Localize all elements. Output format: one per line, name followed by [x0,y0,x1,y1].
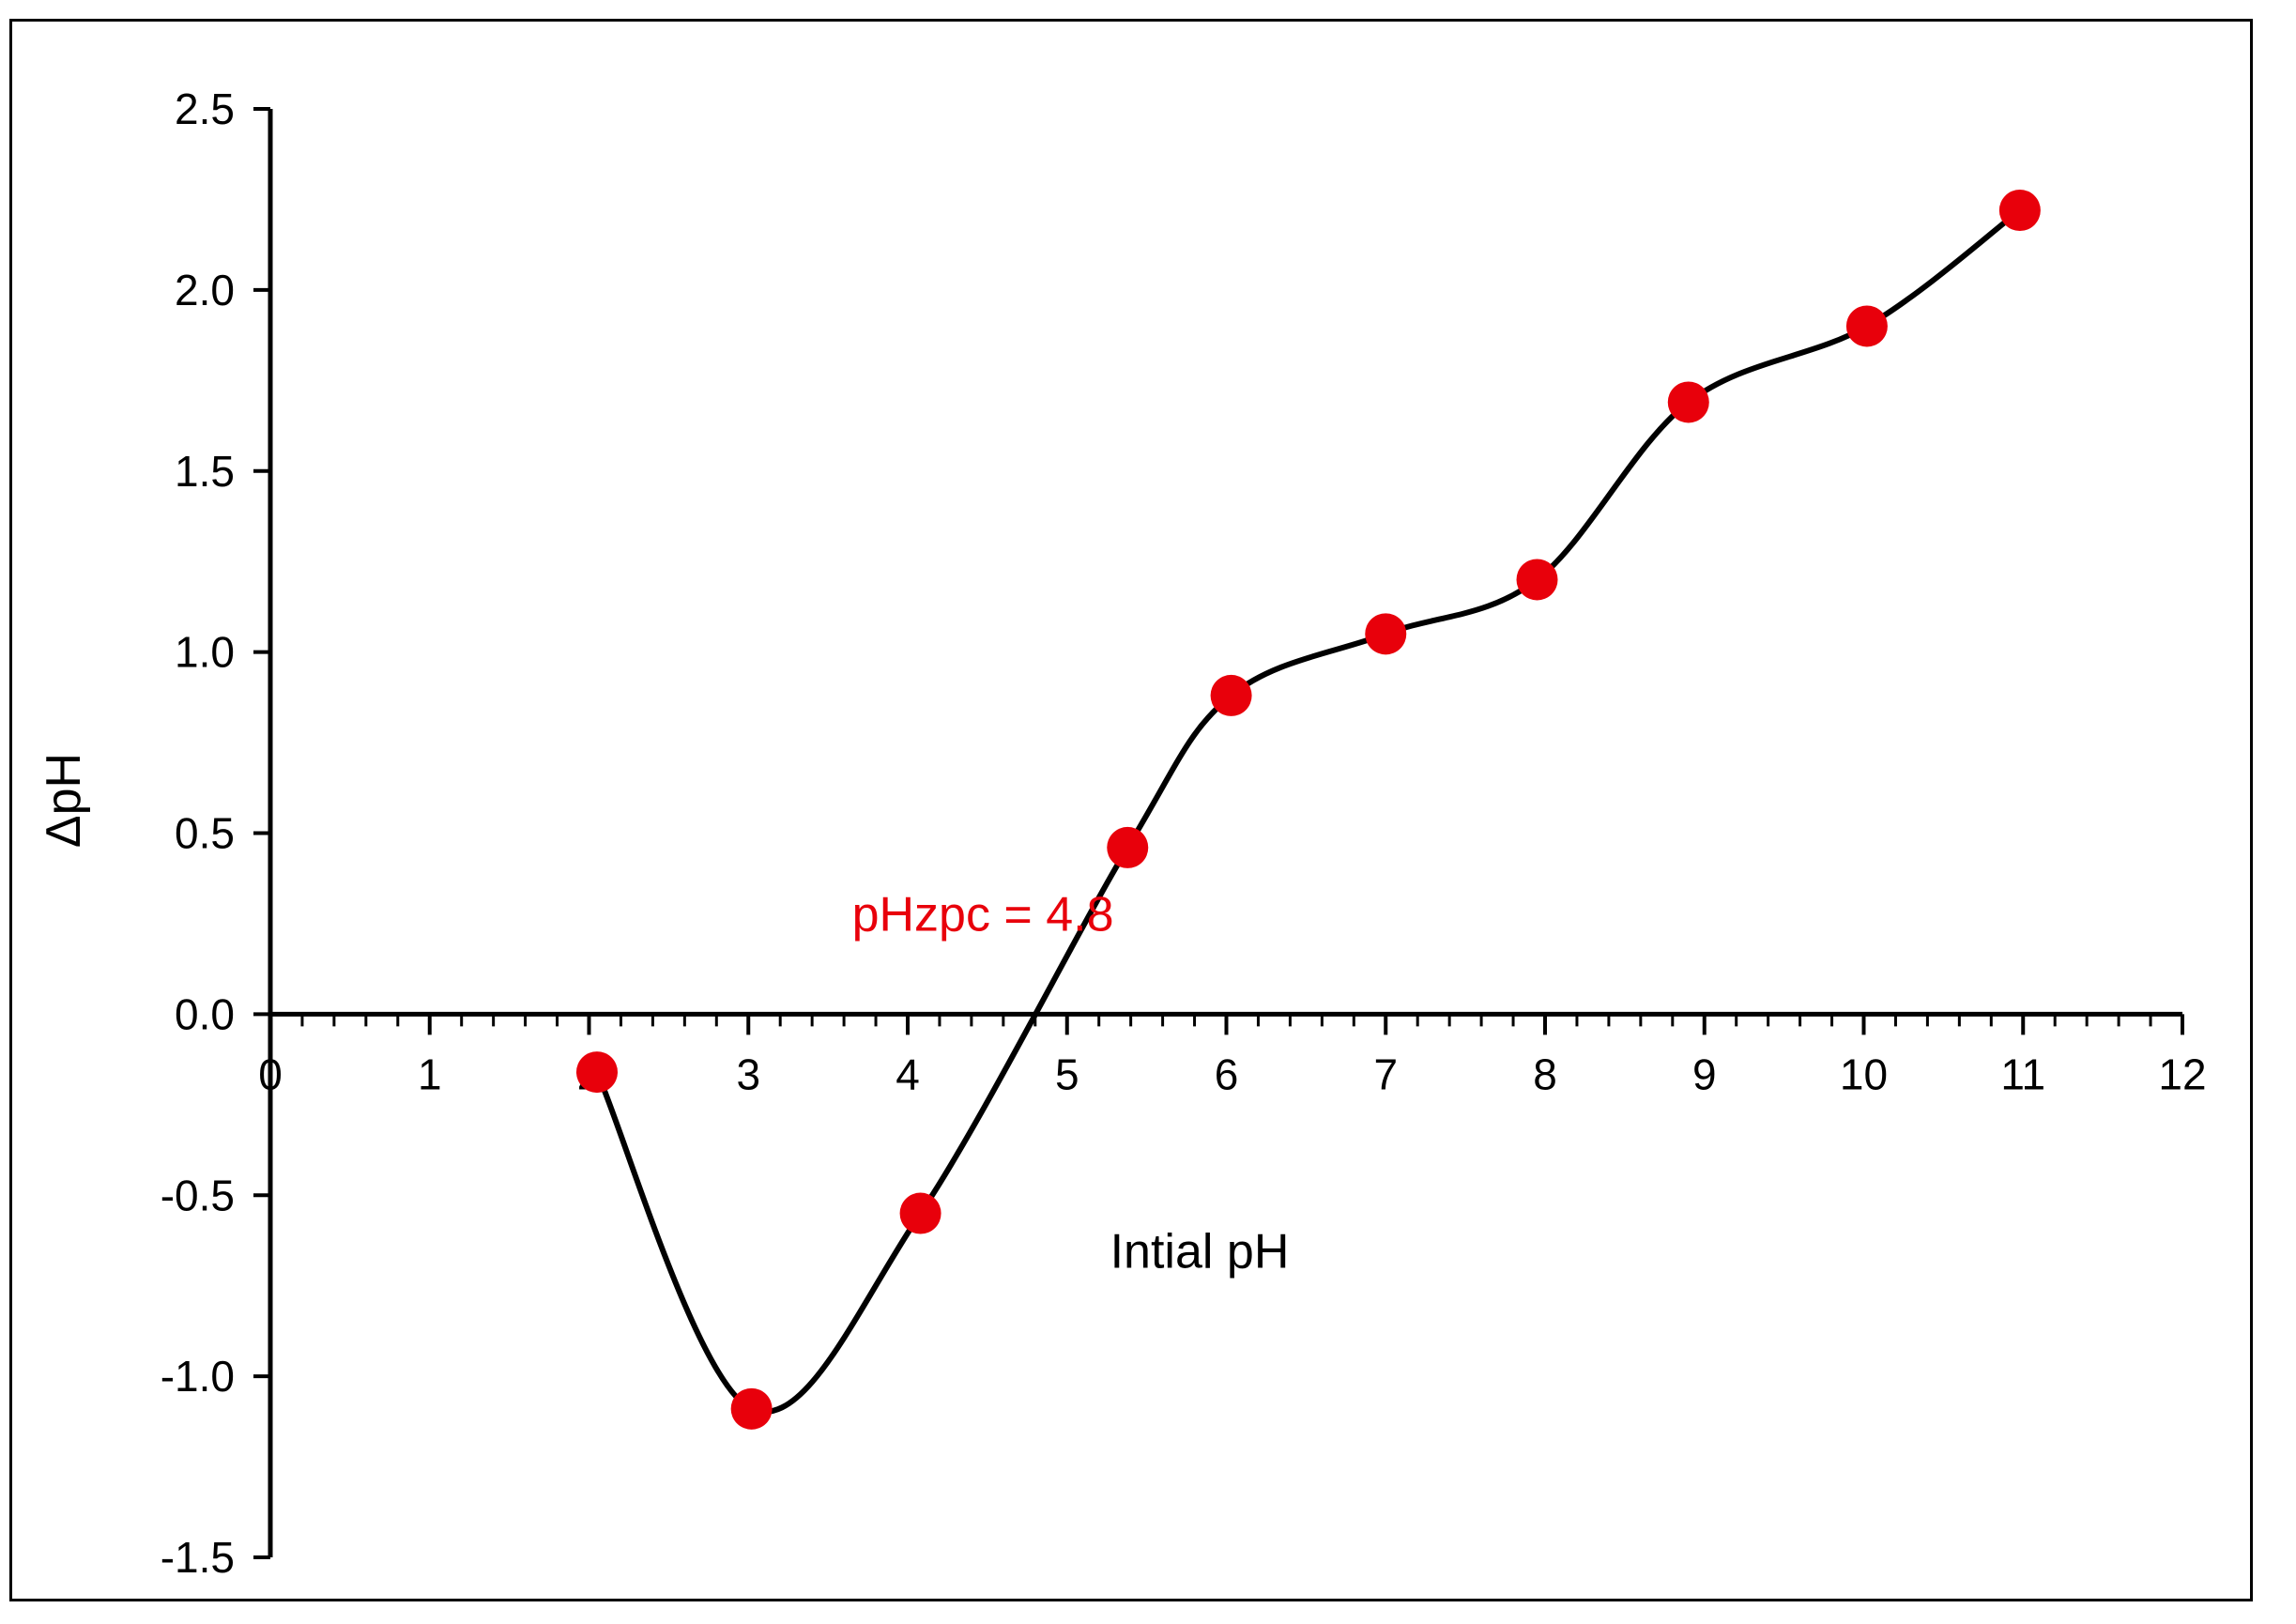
data-point [899,1192,941,1234]
smoothed-curve [594,207,2022,1415]
y-tick-label: 0.5 [175,809,235,858]
y-tick-label: -1.0 [161,1352,235,1401]
y-tick-label: 2.0 [175,266,235,314]
data-point [1210,674,1252,716]
y-tick-label: 1.0 [175,628,235,677]
x-tick-label: 0 [258,1049,283,1098]
x-tick-label: 5 [1055,1049,1079,1098]
x-tick-label: 4 [895,1049,920,1098]
x-axis-ticks: 0123456789101112 [258,1014,2207,1098]
pzc-annotation: pHzpc = 4.8 [852,888,1114,942]
chart-frame: 2.5 2.0 1.5 1.0 0.5 0.0 -0.5 -1.0 -1.5 0 12 3 4 5 6 7 8… [9,19,2253,1601]
data-point [1667,381,1709,423]
chart-svg: 2.5 2.0 1.5 1.0 0.5 0.0 -0.5 -1.0 -1.5 0 12 3 4 5 6 7 8… [37,84,2207,1582]
y-tick-label: 1.5 [175,447,235,496]
x-tick-label: 6 [1215,1049,1239,1098]
y-axis-ticks: 2.5 2.0 1.5 1.0 0.5 0.0 -0.5 -1.0 -1.5 [161,84,270,1582]
x-tick-label: 12 [2158,1049,2206,1098]
data-point [1365,613,1407,655]
x-tick-label: 3 [736,1049,760,1098]
x-axis-title: Intial pH [1110,1224,1290,1279]
y-tick-label: -1.5 [161,1533,235,1582]
x-tick-label: 1 [418,1049,442,1098]
y-axis-title: ΔpH [37,753,91,848]
data-point [575,1051,618,1094]
y-tick-label: 0.0 [175,989,235,1038]
data-point [1107,826,1149,868]
x-tick-label: 7 [1373,1049,1398,1098]
y-tick-label: 2.5 [175,84,235,133]
x-tick-label: 8 [1533,1049,1557,1098]
x-tick-label: 10 [1840,1049,1888,1098]
data-point [1516,559,1558,601]
data-point [730,1387,773,1430]
y-tick-label: -0.5 [161,1171,235,1219]
data-points [575,190,2041,1430]
x-tick-label: 9 [1692,1049,1717,1098]
data-point [1998,190,2041,232]
x-axis-minor-ticks [300,1014,2152,1027]
data-point [1845,305,1888,347]
x-tick-label: 11 [2000,1049,2045,1098]
